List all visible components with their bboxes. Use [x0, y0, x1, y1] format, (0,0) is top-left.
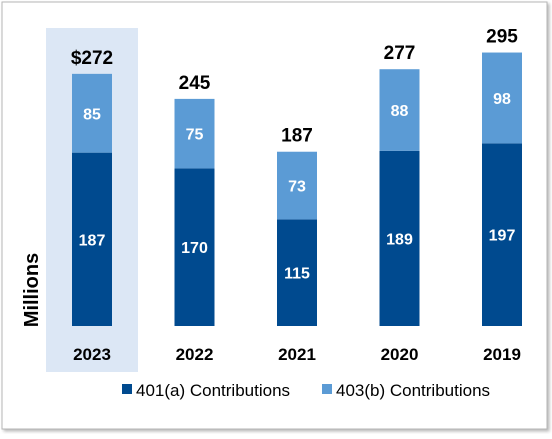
total-label-2022: 245 [179, 73, 211, 94]
bar-segment-403b-2020 [379, 69, 420, 151]
bar-segment-401a-2023 [72, 152, 112, 326]
bar-segment-401a-2022 [174, 168, 215, 326]
bar-segment-401a-2019 [482, 143, 522, 326]
legend: 401(a) Contributions 403(b) Contributions [122, 381, 490, 400]
bar-segment-403b-2023 [72, 73, 112, 153]
category-label-2019: 2019 [483, 345, 521, 364]
data-label-403b-2022: 75 [186, 127, 204, 144]
data-label-401a-2019: 197 [489, 228, 516, 245]
category-label-2022: 2022 [176, 345, 214, 364]
data-label-401a-2021: 115 [284, 266, 310, 283]
bars-layer: 187 85 $272 2023 170 75 245 2022 115 73 187 2021 189… [71, 27, 522, 364]
category-label-2023: 2023 [73, 345, 111, 364]
legend-swatch-403b [322, 384, 332, 394]
total-label-2021: 187 [281, 126, 313, 147]
data-label-401a-2020: 189 [386, 231, 413, 248]
bar-segment-401a-2020 [379, 150, 420, 326]
legend-swatch-401a [122, 384, 132, 394]
total-label-2020: 277 [384, 43, 416, 64]
data-label-403b-2023: 85 [83, 106, 101, 123]
bar-segment-403b-2019 [482, 52, 522, 144]
bar-segment-403b-2021 [277, 151, 317, 220]
legend-label-403b: 403(b) Contributions [336, 381, 490, 400]
legend-label-401a: 401(a) Contributions [136, 381, 290, 400]
category-label-2020: 2020 [381, 345, 419, 364]
data-label-403b-2020: 88 [391, 103, 409, 120]
data-label-403b-2021: 73 [288, 179, 306, 196]
bar-segment-403b-2022 [174, 98, 215, 169]
category-label-2021: 2021 [278, 345, 316, 364]
data-label-403b-2019: 98 [493, 91, 511, 108]
total-label-2019: 295 [486, 27, 518, 48]
y-axis-label: Millions [21, 253, 43, 327]
data-label-401a-2022: 170 [181, 240, 208, 257]
bar-segment-401a-2021 [277, 219, 317, 326]
data-label-401a-2023: 187 [79, 232, 106, 249]
total-label-2023: $272 [71, 48, 113, 69]
